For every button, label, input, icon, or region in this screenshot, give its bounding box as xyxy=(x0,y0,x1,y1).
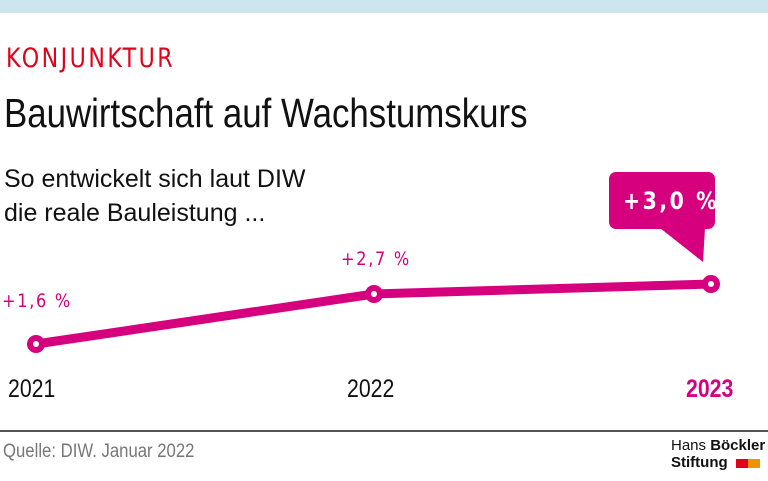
callout-2023 xyxy=(609,172,715,229)
logo-orange-square-icon xyxy=(747,458,760,468)
subtitle-line-1: So entwickelt sich laut DIW xyxy=(4,165,306,193)
x-tick-2021: 2021 xyxy=(8,375,56,403)
logo-text-stiftung: Stiftung xyxy=(671,454,728,471)
value-label-2021: +1,6 % xyxy=(2,290,72,312)
logo-text-hans: Hans xyxy=(671,437,711,454)
x-tick-2023: 2023 xyxy=(686,375,734,403)
source-note: Quelle: DIW. Januar 2022 xyxy=(3,441,195,462)
data-point-2023-center xyxy=(708,281,714,287)
logo-text-boeckler: Böckler xyxy=(710,437,766,454)
chart-subtitle: So entwickelt sich laut DIW die reale Ba… xyxy=(4,162,306,230)
footer-divider xyxy=(0,430,768,432)
value-label-2022: +2,7 % xyxy=(341,248,411,270)
callout-tail xyxy=(660,228,705,262)
chart-title: Bauwirtschaft auf Wachstumskurs xyxy=(4,90,528,136)
hans-boeckler-logo: Hans Böckler Stiftung xyxy=(671,437,765,471)
value-label-2023: +3,0 % xyxy=(623,187,720,215)
kicker: KONJUNKTUR xyxy=(6,43,176,74)
top-accent-bar xyxy=(0,0,768,13)
data-point-2022-center xyxy=(371,291,377,297)
x-tick-2022: 2022 xyxy=(347,375,395,403)
logo-red-square-icon xyxy=(735,458,748,468)
data-point-2021-center xyxy=(33,341,39,347)
subtitle-line-2: die reale Bauleistung ... xyxy=(4,199,266,227)
